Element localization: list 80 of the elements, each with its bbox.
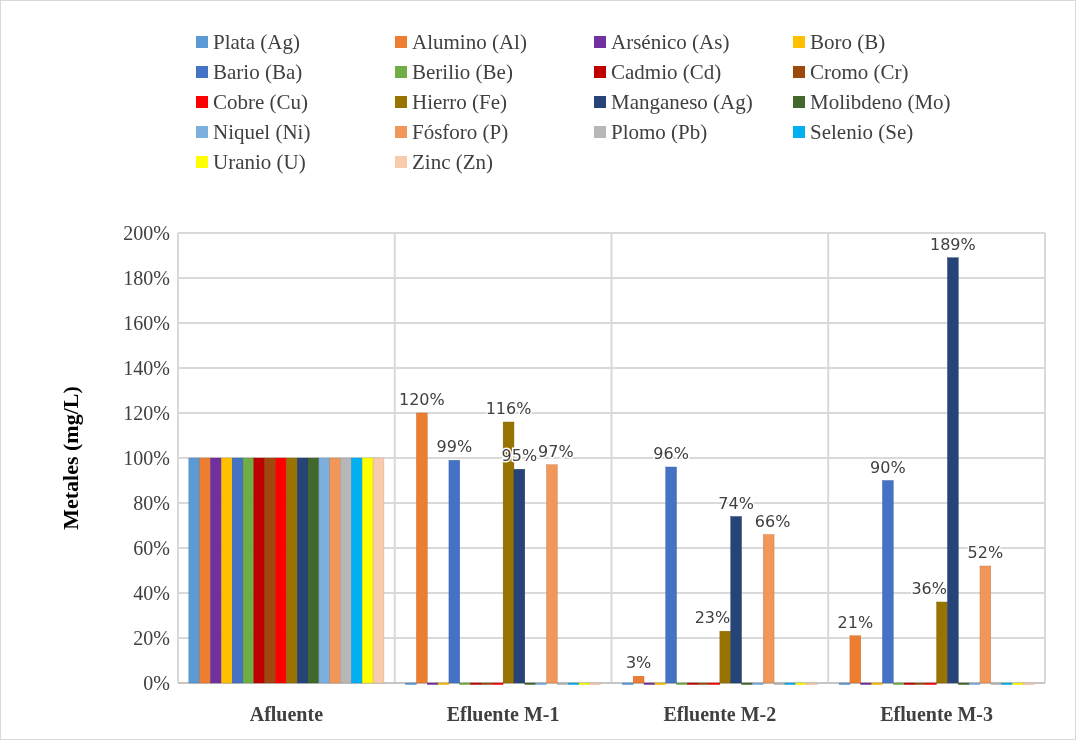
- y-tick-label: 80%: [133, 492, 170, 514]
- y-tick-label: 180%: [123, 267, 170, 289]
- data-label: 36%: [911, 579, 947, 598]
- legend-label: Selenio (Se): [810, 120, 914, 145]
- bar: [665, 466, 677, 684]
- legend-label: Cobre (Cu): [213, 90, 309, 115]
- y-tick-label: 0%: [143, 672, 170, 694]
- bar: [730, 516, 742, 684]
- legend-label: Cromo (Cr): [810, 60, 909, 85]
- legend-label: Boro (B): [810, 30, 886, 55]
- y-tick-label: 140%: [123, 357, 170, 379]
- data-label: 97%: [538, 441, 574, 461]
- bar: [221, 457, 233, 684]
- data-label: 23%: [694, 608, 731, 628]
- bar: [297, 457, 309, 684]
- bar: [318, 457, 330, 684]
- bar: [513, 469, 525, 684]
- bar: [242, 457, 255, 684]
- data-label: 21%: [837, 612, 874, 632]
- bar: [372, 457, 385, 684]
- bar: [210, 457, 222, 684]
- data-label: 120%: [398, 390, 445, 409]
- y-tick-label: 200%: [123, 222, 170, 244]
- bar: [286, 457, 298, 684]
- data-label: 99%: [436, 437, 473, 457]
- legend-label: Cadmio (Cd): [611, 60, 722, 85]
- bar: [882, 480, 894, 684]
- data-label: 189%: [930, 234, 976, 254]
- legend-label: Uranio (U): [213, 150, 306, 175]
- x-tick-label: Efluente M-1: [446, 703, 560, 725]
- data-label: 52%: [967, 543, 1004, 562]
- bar: [416, 412, 428, 684]
- bar: [362, 457, 374, 684]
- data-label: 66%: [754, 511, 791, 531]
- bar: [340, 457, 352, 684]
- legend-label: Zinc (Zn): [412, 150, 494, 175]
- legend-label: Bario (Ba): [213, 60, 303, 85]
- bar: [763, 534, 775, 684]
- bar: [188, 457, 200, 684]
- bar: [264, 457, 276, 684]
- legend-label: Plomo (Pb): [611, 120, 708, 145]
- bar: [307, 457, 320, 684]
- legend-label: Hierro (Fe): [412, 90, 508, 115]
- data-label: 116%: [485, 399, 532, 418]
- bar: [849, 635, 861, 684]
- legend-label: Alumino (Al): [412, 30, 527, 55]
- y-tick-label: 40%: [133, 582, 170, 604]
- legend-label: Molibdeno (Mo): [810, 90, 951, 115]
- bar: [199, 457, 211, 684]
- x-tick-label: Afluente: [249, 703, 324, 725]
- bar: [632, 676, 645, 684]
- bar: [351, 457, 363, 684]
- bar: [936, 601, 948, 684]
- y-tick-label: 160%: [123, 312, 170, 334]
- data-label: 3%: [625, 653, 652, 673]
- data-label: 90%: [870, 457, 906, 477]
- legend-label: Berilio (Be): [412, 60, 513, 85]
- legend-label: Plata (Ag): [213, 30, 300, 55]
- bar: [329, 457, 341, 684]
- legend-label: Arsénico (As): [611, 30, 730, 55]
- legend-label: Niquel (Ni): [213, 120, 311, 145]
- y-axis-title: Metales (mg/L): [58, 386, 83, 530]
- legend-label: Manganeso (Ag): [611, 90, 753, 115]
- x-tick-label: Efluente M-3: [880, 703, 994, 725]
- data-label: 74%: [718, 493, 754, 513]
- bar: [719, 631, 731, 684]
- bar: [448, 460, 460, 684]
- bar: [947, 257, 959, 684]
- y-tick-label: 20%: [133, 627, 170, 649]
- bar: [275, 457, 287, 684]
- x-tick-label: Efluente M-2: [663, 703, 777, 725]
- bar: [231, 457, 244, 684]
- bar: [979, 565, 992, 684]
- bar: [546, 464, 558, 684]
- data-label: 96%: [653, 444, 689, 463]
- y-tick-label: 60%: [133, 537, 170, 559]
- y-tick-label: 100%: [123, 447, 170, 469]
- legend-label: Fósforo (P): [412, 120, 509, 145]
- y-tick-label: 120%: [123, 402, 170, 424]
- bar: [253, 457, 265, 684]
